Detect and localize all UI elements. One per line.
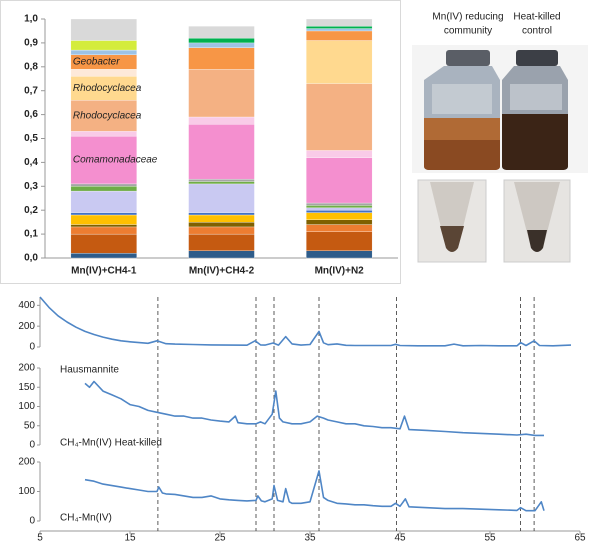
bar-segment	[306, 205, 372, 207]
y-tick-label: 0	[29, 516, 35, 527]
bar-segment	[306, 19, 372, 26]
bar-segment	[189, 234, 255, 251]
bar-segment	[71, 186, 137, 191]
bar-segment	[71, 215, 137, 225]
tube-photo	[504, 180, 570, 262]
panel-label: Hausmannite	[60, 365, 119, 376]
y-tick-label: 0	[29, 440, 35, 451]
bar-segment	[306, 41, 372, 84]
bar-segment	[71, 19, 137, 41]
y-tick-label: 0,5	[24, 133, 38, 144]
y-tick-label: 200	[18, 363, 35, 374]
segment-label: Geobacter	[73, 57, 120, 68]
bar-segment	[306, 208, 372, 210]
y-tick-label: 200	[18, 457, 35, 468]
bar-segment	[71, 225, 137, 227]
y-tick-label: 0,7	[24, 85, 38, 96]
bar-segment	[306, 225, 372, 232]
bar-segment	[71, 131, 137, 136]
bar-segment	[189, 117, 255, 124]
photo-label: Mn(IV) reducing	[432, 12, 503, 23]
y-tick-label: 0,1	[24, 229, 38, 240]
y-tick-label: 150	[18, 382, 35, 393]
bar-segment	[189, 38, 255, 43]
bar-segment	[306, 150, 372, 157]
bar-segment	[189, 182, 255, 184]
y-tick-label: 100	[18, 486, 35, 497]
y-tick-label: 100	[18, 401, 35, 412]
figure: Mn(IV) reducing community Heat-killed co…	[0, 0, 594, 543]
bar-segment	[306, 158, 372, 203]
bar-segment	[306, 84, 372, 151]
bar-segment	[189, 69, 255, 117]
y-tick-label: 0,9	[24, 38, 38, 49]
x-tick-label: 35	[304, 533, 316, 543]
segment-label: Rhodocyclacea	[73, 110, 142, 121]
bar-segment	[189, 213, 255, 215]
x-tick-label: 55	[484, 533, 496, 543]
x-tick-label: 15	[124, 533, 136, 543]
x-tick-label: 25	[214, 533, 226, 543]
y-tick-label: 400	[18, 300, 35, 311]
bar-segment	[71, 191, 137, 213]
xrd-trace	[40, 297, 571, 346]
y-tick-label: 0,8	[24, 61, 38, 72]
segment-label: Comamonadaceae	[73, 155, 158, 166]
xrd-trace	[85, 382, 544, 436]
bar-segment	[189, 222, 255, 227]
y-tick-label: 0,6	[24, 109, 38, 120]
y-tick-label: 0,0	[24, 253, 38, 264]
bar-segment	[306, 31, 372, 41]
bar-segment	[306, 251, 372, 258]
y-tick-label: 200	[18, 321, 35, 332]
bar-segment	[306, 232, 372, 251]
y-tick-label: 0	[29, 342, 35, 353]
bar-segment	[306, 29, 372, 31]
bar-segment	[189, 43, 255, 48]
bar-segment	[71, 253, 137, 258]
bar-segment	[71, 184, 137, 186]
bar-segment	[306, 203, 372, 205]
bar-segment	[71, 234, 137, 253]
panel-label: CH₄-Mn(IV)	[60, 513, 112, 524]
x-tick-label: Mn(IV)+N2	[315, 266, 365, 277]
tube-photo	[418, 180, 486, 262]
bar-segment	[71, 50, 137, 55]
bar-segment	[306, 220, 372, 225]
bar-segment	[306, 26, 372, 28]
photo-label: control	[522, 26, 552, 37]
x-tick-label: 5	[37, 533, 43, 543]
x-tick-label: 45	[394, 533, 406, 543]
bar-segment	[306, 213, 372, 220]
bar-segment	[306, 210, 372, 212]
y-tick-label: 0,3	[24, 181, 38, 192]
bar-segment	[189, 48, 255, 70]
bar-segment	[71, 41, 137, 51]
bar-segment	[189, 215, 255, 222]
bar-segment	[71, 227, 137, 234]
bar-segment	[71, 69, 137, 76]
x-tick-label: Mn(IV)+CH4-1	[71, 266, 137, 277]
photo-label: Heat-killed	[513, 12, 560, 23]
bar-segment	[189, 251, 255, 258]
bottle-photo	[500, 45, 588, 173]
photo-label: community	[444, 26, 492, 37]
y-tick-label: 0,4	[24, 157, 38, 168]
bar-segment	[189, 124, 255, 179]
bar-segment	[189, 227, 255, 234]
bar-segment	[189, 26, 255, 38]
bar-segment	[189, 184, 255, 213]
y-tick-label: 50	[24, 420, 36, 431]
x-tick-label: 65	[574, 533, 586, 543]
xrd-trace	[85, 471, 544, 511]
x-tick-label: Mn(IV)+CH4-2	[189, 266, 255, 277]
y-tick-label: 0,2	[24, 205, 38, 216]
panel-label: CH₄-Mn(IV) Heat-killed	[60, 438, 162, 449]
y-tick-label: 1,0	[24, 14, 38, 25]
bar-segment	[189, 179, 255, 181]
bar-segment	[71, 213, 137, 215]
segment-label: Rhodocyclacea	[73, 83, 142, 94]
